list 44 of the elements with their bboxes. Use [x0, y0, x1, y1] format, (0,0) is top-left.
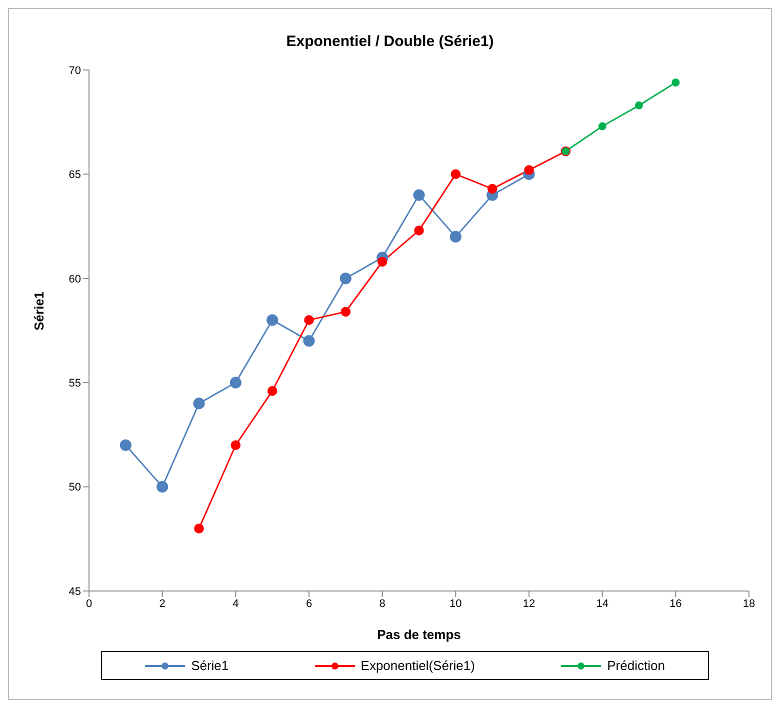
legend-label: Série1: [191, 658, 229, 673]
point: [377, 256, 388, 267]
chart-title: Exponentiel / Double (Série1): [285, 33, 495, 50]
point: [340, 306, 351, 317]
point: [598, 122, 606, 130]
x-tick-label: 6: [306, 598, 312, 610]
x-tick-label: 4: [232, 598, 239, 610]
x-tick-label: 12: [522, 598, 536, 610]
point: [266, 314, 278, 326]
point: [340, 272, 352, 284]
point: [230, 440, 241, 450]
point: [450, 169, 461, 180]
point: [194, 524, 204, 534]
point: [413, 189, 425, 201]
point: [230, 376, 242, 388]
x-axis-title: Pas de temps: [377, 627, 461, 642]
point: [120, 439, 132, 451]
x-tick-label: 16: [670, 598, 682, 610]
x-tick-label: 10: [450, 598, 462, 610]
point: [487, 184, 498, 194]
y-axis-title: Série1: [32, 291, 47, 330]
y-tick-label: 60: [68, 273, 81, 286]
point: [304, 315, 314, 325]
y-tick-label: 45: [68, 586, 81, 598]
x-tick-label: 18: [742, 598, 756, 610]
point: [156, 481, 168, 493]
x-tick-label: 14: [596, 598, 608, 610]
x-tick-label: 2: [159, 598, 166, 610]
point: [672, 78, 680, 87]
point: [450, 230, 462, 243]
y-tick-label: 70: [68, 64, 81, 77]
x-tick-label: 0: [86, 598, 92, 610]
y-tick-label: 55: [68, 378, 81, 390]
x-tick-label: 8: [379, 598, 386, 610]
legend-label: Prédiction: [607, 658, 665, 673]
point: [635, 101, 643, 110]
point: [193, 398, 205, 410]
point: [414, 226, 424, 236]
point: [524, 165, 534, 175]
y-tick-label: 65: [68, 169, 81, 182]
point: [267, 386, 278, 396]
point: [303, 335, 315, 347]
y-tick-label: 50: [68, 482, 81, 494]
legend-label: Exponentiel(Série1): [360, 658, 475, 673]
